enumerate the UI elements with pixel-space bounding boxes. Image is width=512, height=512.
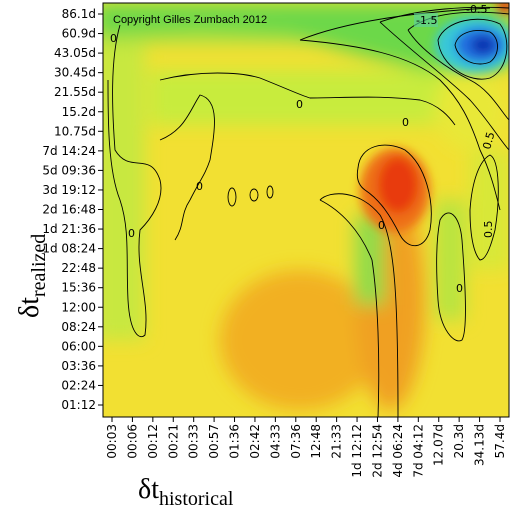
- contour-right-outer: [469, 154, 499, 261]
- contour-zero-left: [107, 24, 162, 338]
- contour-min-1: [454, 30, 498, 65]
- y-axis-subscript: realized: [28, 234, 50, 297]
- x-axis-title: δthistorical: [138, 474, 234, 510]
- y-tick-label: 21.55d: [54, 85, 96, 99]
- y-tick-label: 2d 16:48: [42, 203, 96, 217]
- y-tick-label: 08:24: [61, 320, 96, 334]
- y-tick-label: 03:36: [61, 359, 96, 373]
- blob-top-green: [103, 3, 509, 70]
- blob-left-band: [103, 40, 145, 340]
- x-tick-label: 07:36: [289, 424, 303, 459]
- blob-orange-bottom: [220, 270, 380, 410]
- x-tick-label: 4d 06:24: [391, 424, 405, 478]
- y-tick-label: 1d 08:24: [42, 242, 96, 256]
- y-tick-label: 15:36: [61, 281, 96, 295]
- corner-hot: [497, 3, 509, 14]
- x-tick-label: 20.3d: [452, 424, 466, 458]
- contour-2d-right: [319, 193, 399, 417]
- x-tick-label: 00:12: [146, 424, 160, 459]
- contour-lines: [107, 6, 509, 417]
- x-tick-label: 12:48: [309, 424, 323, 459]
- heatmap-field: [103, 3, 509, 417]
- contour-label: 0: [196, 180, 203, 193]
- x-tick-label: 04:33: [268, 424, 282, 459]
- y-tick-label: 06:00: [61, 339, 96, 353]
- contour-small-1: [227, 187, 237, 207]
- y-tick-label: 1d 21:36: [42, 222, 96, 236]
- x-tick-label: 7d 04:12: [411, 424, 425, 478]
- y-tick-label: 30.45d: [54, 66, 96, 80]
- x-tick-label: 21:33: [330, 424, 344, 459]
- x-tick-label: 00:33: [187, 424, 201, 459]
- blob-green-strip: [355, 215, 385, 305]
- contour-small-2: [249, 188, 259, 202]
- contour-2d-left: [319, 199, 380, 417]
- contour-min-8: [299, 39, 501, 211]
- x-axis-symbol: δt: [138, 474, 159, 505]
- contour-label: -0.5: [466, 3, 487, 16]
- contour-zero-upper: [159, 72, 456, 126]
- contour-min-2: [437, 18, 508, 80]
- x-tick-label: 2d 12:54: [370, 424, 384, 478]
- contour-label-bg: [414, 13, 438, 27]
- contour-label: 0: [402, 116, 409, 129]
- contour-min-5: [379, 6, 509, 23]
- y-tick-label: 60.9d: [62, 27, 96, 41]
- blob-right-edge: [470, 150, 509, 270]
- contour-min-4: [407, 29, 509, 121]
- x-tick-label: 12.07d: [432, 424, 446, 466]
- minimum-inner: [471, 36, 495, 54]
- x-tick-label: 34.13d: [473, 424, 487, 466]
- y-axis: 86.1d 60.9d 43.05d 30.45d 21.55d 15.2d 10.75d 7…: [42, 7, 103, 412]
- y-tick-label: 10.75d: [54, 124, 96, 138]
- contour-min-7: [299, 7, 491, 41]
- contour-right-inner: [436, 212, 466, 342]
- contour-label: 0.5: [480, 131, 497, 151]
- y-tick-label: 01:12: [61, 398, 96, 412]
- y-axis-title: δtrealized: [14, 234, 50, 318]
- y-tick-label: 15.2d: [62, 105, 96, 119]
- svg-text:δtrealized: δtrealized: [14, 234, 50, 318]
- x-tick-label: 00:21: [166, 424, 180, 459]
- contour-zero-mid: [159, 94, 215, 241]
- hotspot-inner: [378, 157, 418, 213]
- x-tick-label: 00:03: [105, 424, 119, 459]
- y-tick-label: 22:48: [61, 261, 96, 275]
- blob-yellow-right: [435, 70, 505, 150]
- x-tick-label: 01:36: [228, 424, 242, 459]
- y-tick-label: 5d 09:36: [42, 163, 96, 177]
- blob-horizontal-band: [150, 70, 450, 125]
- x-axis-subscript: historical: [159, 488, 234, 510]
- contour-label: 0: [128, 227, 135, 240]
- contour-label-group: -1.5 -0.5 0 0 0 0 0 0 0 0.5 0.5: [110, 3, 497, 295]
- y-tick-label: 7d 14:24: [42, 144, 96, 158]
- y-tick-label: 02:24: [61, 378, 96, 392]
- x-tick-label: 02:42: [248, 424, 262, 459]
- contour-min-6: [379, 21, 509, 151]
- contour-label: 0: [110, 32, 117, 45]
- x-tick-label: 57.4d: [493, 424, 507, 458]
- contour-label: 0: [378, 219, 385, 232]
- contour-small-3: [266, 185, 274, 199]
- contour-label: 0: [456, 282, 463, 295]
- x-tick-label: 00:06: [125, 424, 139, 459]
- field-hot: [360, 3, 509, 232]
- field-blobs: [103, 3, 509, 410]
- svg-text:δthistorical: δthistorical: [138, 474, 234, 510]
- y-tick-label: 86.1d: [62, 7, 96, 21]
- y-axis-symbol: δt: [14, 297, 45, 318]
- y-tick-label: 43.05d: [54, 46, 96, 60]
- copyright-text: Copyright Gilles Zumbach 2012: [113, 14, 267, 26]
- x-tick-label: 1d 12:12: [350, 424, 364, 478]
- x-tick-label: 00:57: [207, 424, 221, 459]
- y-tick-label: 12:00: [61, 300, 96, 314]
- contour-hotspot: [356, 144, 432, 247]
- x-axis: 00:03 00:06 00:12 00:21 00:33 00:57 01:36 02:42…: [105, 417, 507, 478]
- y-tick-label: 3d 19:12: [42, 183, 96, 197]
- blob-right-column: [435, 200, 465, 320]
- contour-label: 0: [296, 98, 303, 111]
- contour-label: -1.5: [416, 14, 437, 27]
- contour-label: 0.5: [482, 221, 495, 239]
